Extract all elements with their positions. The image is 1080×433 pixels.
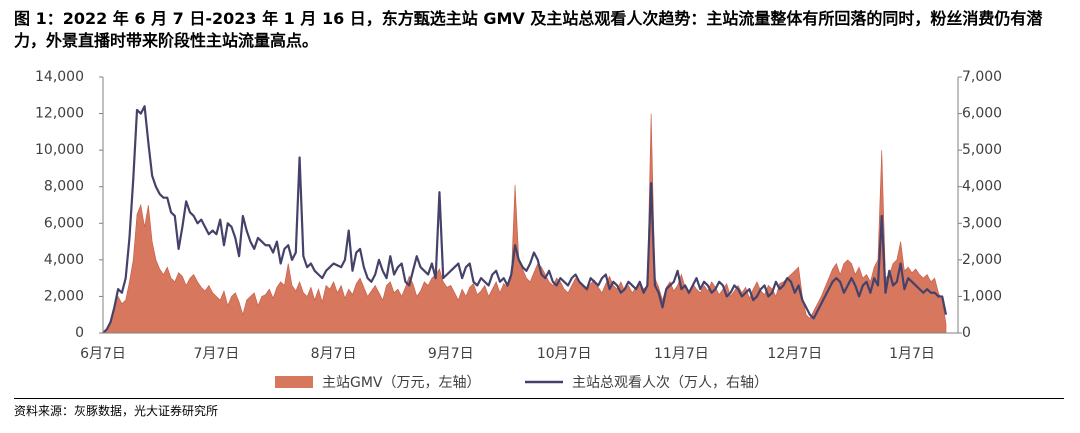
y2-tick-label: 7,000 (962, 69, 1002, 85)
y-tick-label: 10,000 (35, 142, 84, 158)
x-tick-label: 7月7日 (193, 346, 239, 362)
y2-tick-label: 3,000 (962, 215, 1002, 231)
y2-tick-label: 6,000 (962, 106, 1002, 122)
y-tick-label: 4,000 (44, 252, 84, 268)
gmv-area (102, 113, 947, 334)
y-tick-label: 12,000 (35, 106, 84, 122)
legend-label: 主站总观看人次（万人，右轴） (572, 375, 768, 391)
legend-swatch (275, 376, 313, 388)
divider (14, 398, 1064, 399)
chart-title: 图 1：2022 年 6 月 7 日-2023 年 1 月 16 日，东方甄选主… (14, 9, 1043, 50)
y-tick-label: 8,000 (44, 179, 84, 195)
y-tick-label: 2,000 (44, 288, 84, 304)
x-tick-label: 10月7日 (537, 346, 592, 362)
x-tick-label: 1月7日 (889, 346, 935, 362)
y2-tick-label: 0 (962, 325, 971, 341)
y2-tick-label: 2,000 (962, 252, 1002, 268)
x-tick-label: 11月7日 (654, 346, 709, 362)
y2-tick-label: 1,000 (962, 288, 1002, 304)
x-tick-label: 9月7日 (428, 346, 474, 362)
x-tick-label: 8月7日 (311, 346, 357, 362)
x-tick-label: 12月7日 (767, 346, 822, 362)
y-tick-label: 14,000 (35, 69, 84, 85)
y-tick-label: 6,000 (44, 215, 84, 231)
source-note: 资料来源：灰豚数据，光大证券研究所 (14, 404, 219, 418)
legend-label: 主站GMV（万元，左轴） (322, 375, 481, 391)
views-line (102, 105, 948, 334)
y2-tick-label: 5,000 (962, 142, 1002, 158)
y-tick-label: 0 (75, 325, 84, 341)
y2-tick-label: 4,000 (962, 179, 1002, 195)
x-tick-label: 6月7日 (80, 346, 126, 362)
